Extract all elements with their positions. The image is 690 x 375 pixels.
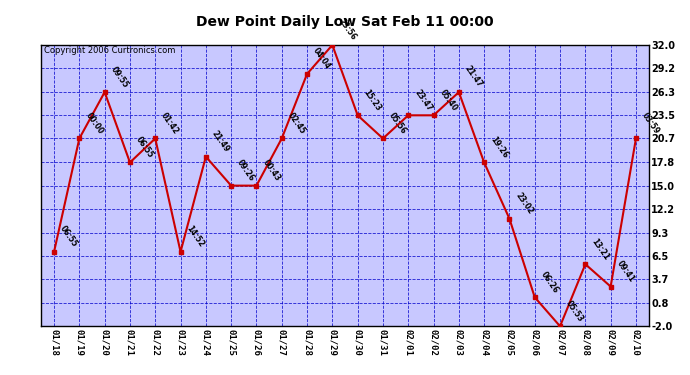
Text: 09:26: 09:26: [235, 158, 257, 183]
Text: Dew Point Daily Low Sat Feb 11 00:00: Dew Point Daily Low Sat Feb 11 00:00: [196, 15, 494, 29]
Text: 03:59: 03:59: [640, 111, 661, 136]
Text: 09:41: 09:41: [615, 259, 636, 284]
Text: 14:52: 14:52: [185, 224, 206, 249]
Text: 06:55: 06:55: [134, 135, 155, 160]
Text: 05:53: 05:53: [564, 299, 585, 324]
Text: 19:26: 19:26: [489, 135, 509, 160]
Text: 00:43: 00:43: [261, 158, 282, 183]
Text: 23:47: 23:47: [413, 87, 434, 112]
Text: 00:00: 00:00: [83, 111, 105, 136]
Text: 21:47: 21:47: [463, 64, 484, 89]
Text: 02:45: 02:45: [286, 111, 307, 136]
Text: 05:56: 05:56: [387, 111, 408, 136]
Text: 05:40: 05:40: [437, 88, 459, 112]
Text: Copyright 2006 Curtronics.com: Copyright 2006 Curtronics.com: [44, 46, 176, 56]
Text: 06:55: 06:55: [58, 224, 79, 249]
Text: 21:49: 21:49: [210, 129, 231, 154]
Text: 23:56: 23:56: [337, 17, 357, 42]
Text: 23:02: 23:02: [513, 191, 535, 216]
Text: 13:21: 13:21: [589, 237, 611, 261]
Text: 06:26: 06:26: [539, 270, 560, 294]
Text: 01:42: 01:42: [159, 111, 181, 136]
Text: 04:04: 04:04: [311, 46, 333, 71]
Text: 15:23: 15:23: [362, 88, 383, 112]
Text: 09:55: 09:55: [109, 64, 130, 89]
